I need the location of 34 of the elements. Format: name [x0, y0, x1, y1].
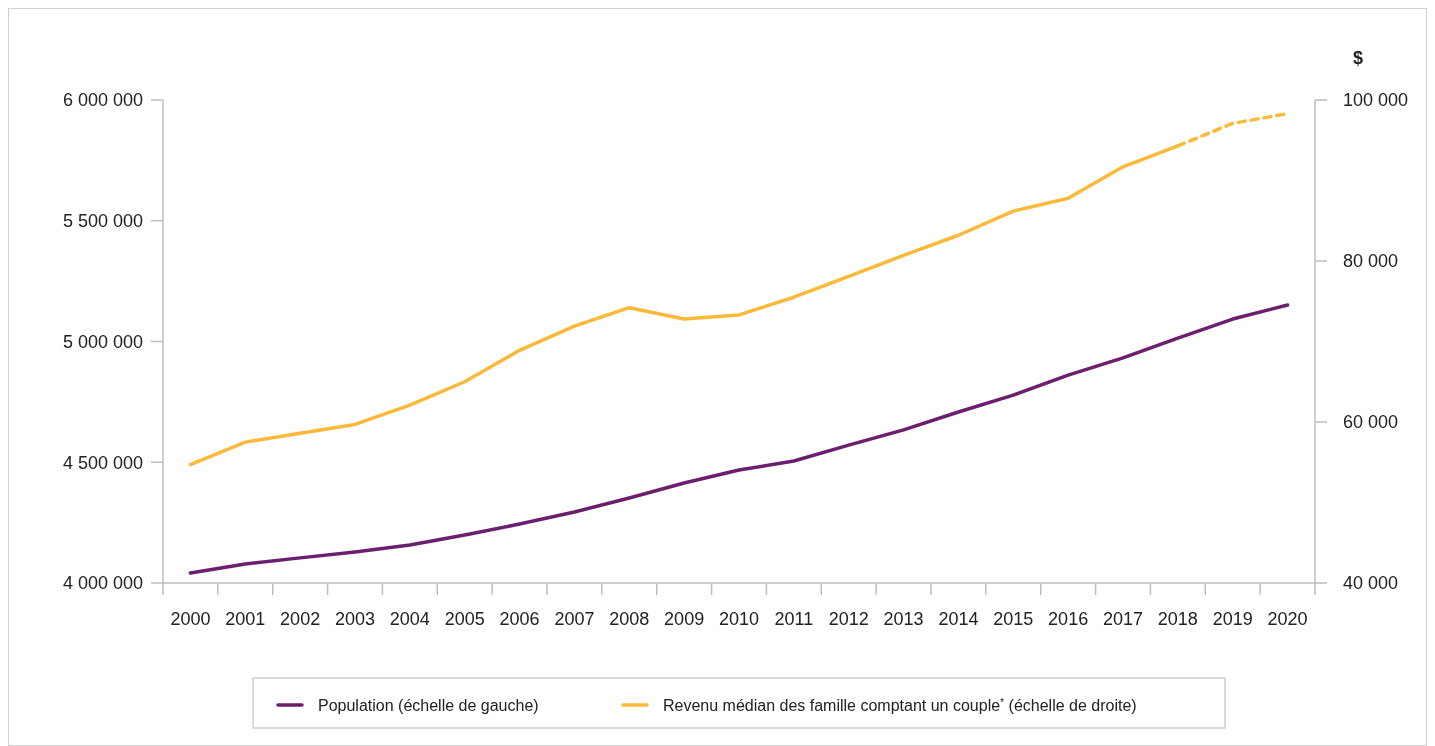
- y2-axis-title: $: [1353, 48, 1364, 68]
- x-tick-label: 2010: [718, 609, 760, 629]
- y-tick-label: 4 000 000: [62, 573, 143, 594]
- x-tick-label: 2006: [499, 609, 540, 629]
- y-tick-label: 5 000 000: [62, 331, 143, 352]
- x-tick-label: 2005: [444, 609, 485, 629]
- x-tick-label: 2007: [554, 609, 595, 629]
- legend-label: Revenu médian des famille comptant un couple$^{*}$ (échelle de droite): [663, 696, 1137, 714]
- x-tick-label: 2008: [609, 609, 650, 629]
- x-tick-label: 2020: [1267, 609, 1308, 629]
- y-tick-label: 5 500 000: [62, 211, 143, 232]
- x-tick-label: 2016: [1048, 609, 1089, 629]
- y2-tick-label: 100 000: [1343, 90, 1409, 111]
- x-tick-label: 2011: [774, 609, 814, 629]
- x-tick-label: 2004: [389, 609, 430, 629]
- x-tick-label: 2017: [1102, 609, 1144, 629]
- x-tick-label: 2003: [334, 609, 376, 629]
- y2-tick-label: 80 000: [1343, 251, 1399, 272]
- x-tick-label: 2013: [883, 609, 924, 629]
- x-tick-label: 2012: [828, 609, 869, 629]
- x-tick-label: 2002: [280, 609, 321, 629]
- x-tick-label: 2014: [938, 609, 979, 629]
- legend-label: Population (échelle de gauche): [318, 696, 539, 714]
- x-tick-label: 2015: [993, 609, 1034, 629]
- y-tick-label: 6 000 000: [62, 90, 143, 111]
- y2-tick-label: 40 000: [1343, 573, 1399, 594]
- y2-tick-label: 60 000: [1343, 412, 1399, 433]
- line-series: [188, 303, 1290, 575]
- x-tick-label: 2001: [225, 609, 266, 629]
- x-tick-label: 2019: [1212, 609, 1253, 629]
- y-tick-label: 4 500 000: [62, 452, 143, 473]
- x-tick-label: 2000: [170, 609, 211, 629]
- x-tick-label: 2009: [664, 609, 705, 629]
- x-tick-label: 2018: [1157, 609, 1198, 629]
